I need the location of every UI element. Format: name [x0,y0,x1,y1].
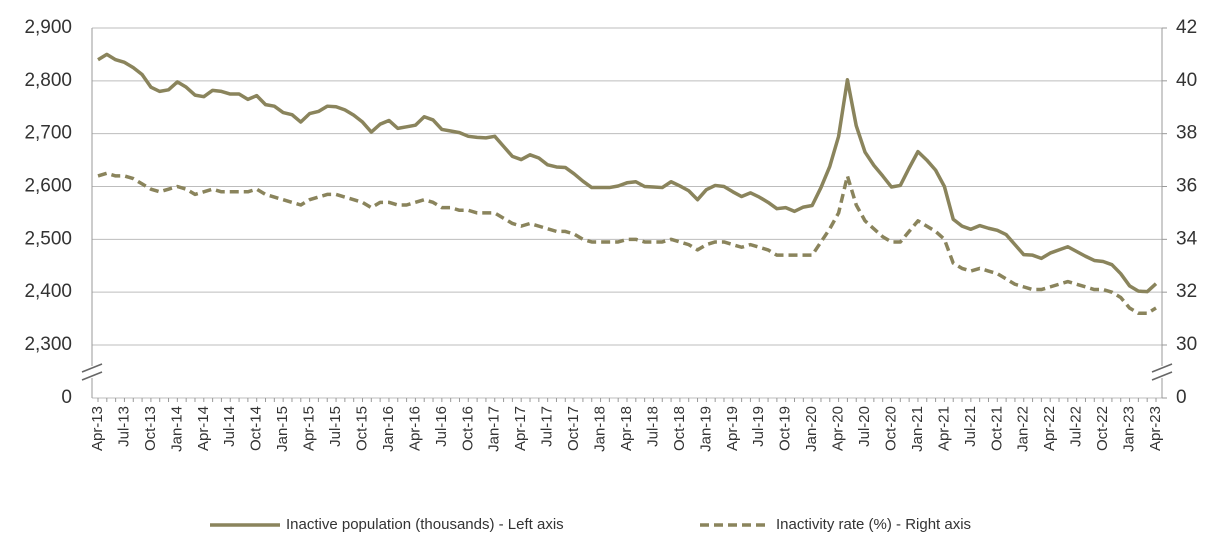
y2-tick-label: 42 [1176,17,1197,38]
x-tick-label: Oct-13 [142,406,159,451]
x-tick-label: Apr-23 [1147,406,1164,451]
x-tick-label: Apr-22 [1041,406,1058,451]
x-tick-label: Apr-13 [89,406,106,451]
x-tick-label: Jan-14 [168,406,185,452]
y-tick-label: 2,900 [24,17,72,38]
x-tick-label: Oct-14 [248,406,265,451]
axis-break-gap [82,366,102,378]
y-tick-label: 2,700 [24,123,72,144]
x-tick-label: Apr-15 [301,406,318,451]
y2-tick-label: 40 [1176,70,1197,91]
x-tick-label: Oct-19 [777,406,794,451]
x-tick-label: Oct-21 [988,406,1005,451]
x-tick-label: Apr-21 [935,406,952,451]
y-tick-label: 0 [61,387,72,408]
x-tick-label: Apr-20 [830,406,847,451]
y-tick-label: 2,600 [24,176,72,197]
y-tick-label: 2,800 [24,70,72,91]
legend-label: Inactivity rate (%) - Right axis [776,516,971,533]
x-tick-label: Jul-20 [856,406,873,447]
x-tick-label: Jan-23 [1121,406,1138,452]
x-tick-label: Jul-21 [962,406,979,447]
y2-tick-label: 38 [1176,123,1197,144]
series-line [97,52,1158,294]
x-tick-label: Oct-15 [353,406,370,451]
axis-break [81,363,103,373]
y2-tick-label: 32 [1176,281,1197,302]
y-tick-label: 2,500 [24,228,72,249]
x-tick-label: Oct-20 [882,406,899,451]
x-tick-label: Jul-22 [1068,406,1085,447]
x-tick-label: Jul-13 [115,406,132,447]
x-tick-label: Jul-16 [433,406,450,447]
legend-label: Inactive population (thousands) - Left a… [286,516,564,533]
x-tick-label: Jul-17 [539,406,556,447]
x-tick-label: Jan-21 [909,406,926,452]
y2-tick-label: 30 [1176,334,1197,355]
x-tick-label: Jan-22 [1015,406,1032,452]
x-tick-label: Jan-15 [274,406,291,452]
x-tick-label: Oct-22 [1094,406,1111,451]
x-tick-label: Apr-16 [406,406,423,451]
y2-tick-label: 34 [1176,228,1198,249]
axis-break [1151,363,1173,373]
x-tick-label: Apr-19 [724,406,741,451]
x-tick-label: Jul-18 [644,406,661,447]
y-tick-label: 2,300 [24,334,72,355]
x-tick-label: Oct-18 [671,406,688,451]
x-tick-label: Oct-17 [565,406,582,451]
y-tick-label: 2,400 [24,281,72,302]
axis-break-gap [1152,366,1172,378]
x-tick-label: Jan-18 [592,406,609,452]
x-tick-label: Oct-16 [459,406,476,451]
x-tick-label: Jan-17 [486,406,503,452]
x-tick-label: Jul-14 [221,406,238,447]
x-tick-label: Apr-17 [512,406,529,451]
x-tick-label: Jan-16 [380,406,397,452]
axis-break [81,371,103,381]
x-tick-label: Jan-20 [803,406,820,452]
x-tick-label: Jan-19 [697,406,714,452]
axis-break [1151,371,1173,381]
x-tick-label: Apr-14 [195,406,212,451]
x-tick-label: Apr-18 [618,406,635,451]
x-tick-label: Jul-19 [750,406,767,447]
y2-tick-label: 0 [1176,387,1187,408]
series-line [97,171,1157,316]
x-tick-label: Jul-15 [327,406,344,447]
y2-tick-label: 36 [1176,176,1197,197]
